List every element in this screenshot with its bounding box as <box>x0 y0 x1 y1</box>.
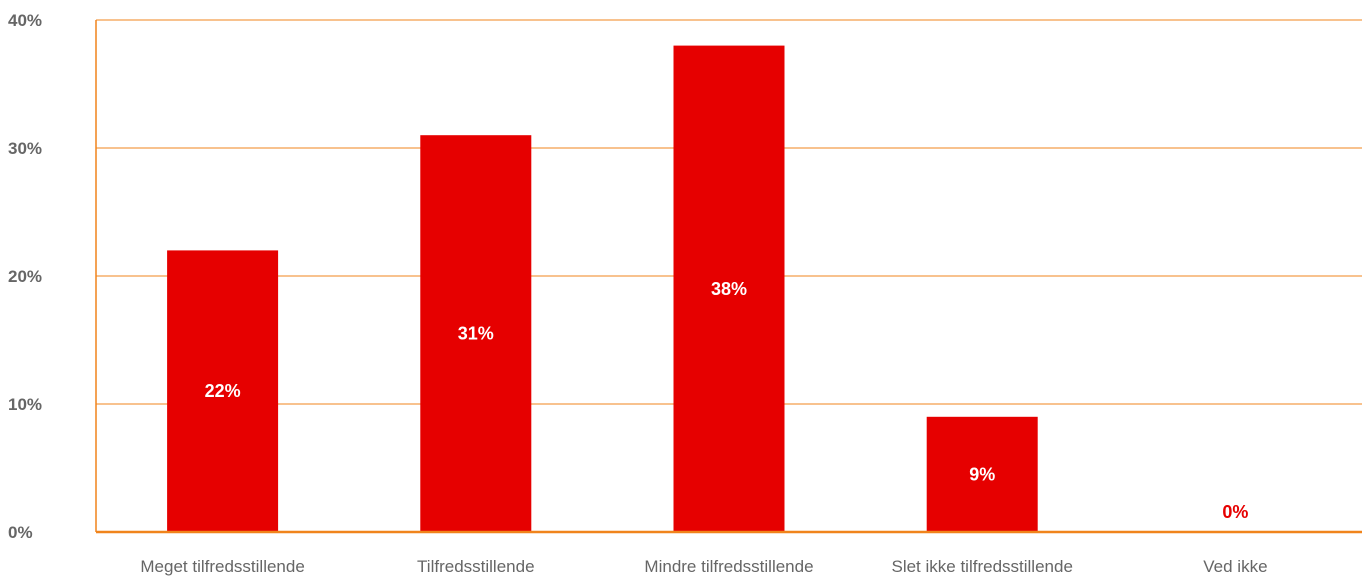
y-tick-label: 40% <box>8 11 42 30</box>
data-label: 38% <box>711 279 747 299</box>
x-axis-ticks: Meget tilfredsstillende Tilfredsstillende… <box>140 557 1267 576</box>
data-label: 22% <box>205 381 241 401</box>
x-tick-label: Ved ikke <box>1203 557 1267 576</box>
data-labels: 22% 31% 38% 9% 0% <box>205 279 1249 522</box>
y-tick-label: 10% <box>8 395 42 414</box>
bar <box>673 45 785 532</box>
y-tick-label: 0% <box>8 523 33 542</box>
bar <box>926 416 1038 532</box>
x-tick-label: Mindre tilfredsstillende <box>644 557 813 576</box>
axes <box>95 20 1362 534</box>
y-tick-label: 30% <box>8 139 42 158</box>
data-label: 31% <box>458 324 494 344</box>
x-tick-label: Slet ikke tilfredsstillende <box>891 557 1072 576</box>
bars <box>167 45 1038 532</box>
bar <box>167 250 279 532</box>
data-label: 0% <box>1222 502 1248 522</box>
y-axis-ticks: 0% 10% 20% 30% 40% <box>8 11 42 542</box>
bar <box>420 135 532 532</box>
data-label: 9% <box>969 464 995 484</box>
y-tick-label: 20% <box>8 267 42 286</box>
x-tick-label: Meget tilfredsstillende <box>140 557 304 576</box>
x-tick-label: Tilfredsstillende <box>417 557 534 576</box>
